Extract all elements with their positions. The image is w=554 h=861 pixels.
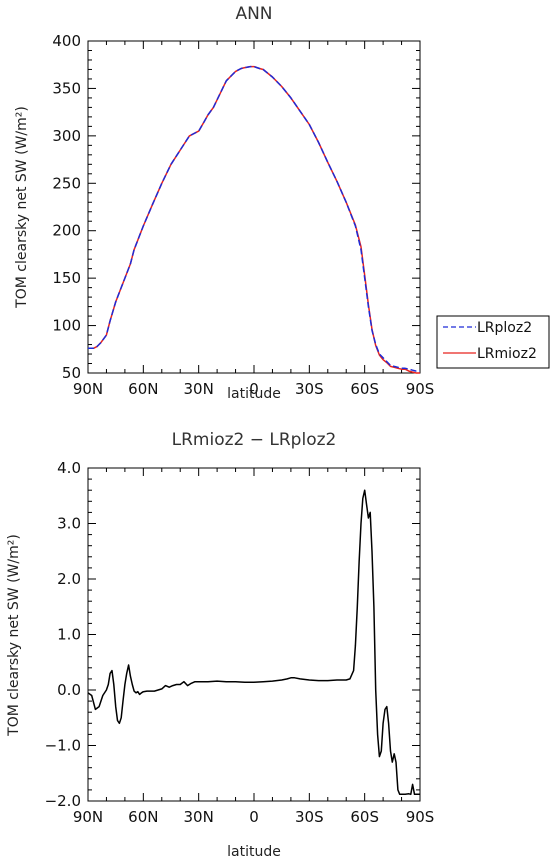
- x-tick-label: 90N: [73, 808, 103, 826]
- top-x-axis-label: latitude: [227, 386, 281, 402]
- x-tick-label: 30S: [295, 808, 324, 826]
- x-tick-label: 60N: [128, 808, 158, 826]
- y-tick-label: 1.0: [57, 626, 81, 644]
- x-tick-label: 60S: [350, 380, 379, 398]
- y-tick-label: −2.0: [45, 792, 81, 810]
- x-tick-label: 30N: [184, 380, 214, 398]
- top-plot-ticks: 90N 60N 30N 0 30S 60S 90S 50 100 150 200 250 300 350 4…: [52, 32, 434, 398]
- legend-label-lrmioz2: LRmioz2: [477, 346, 537, 362]
- y-tick-label: −1.0: [45, 737, 81, 755]
- y-tick-label: 0.0: [57, 681, 81, 699]
- y-tick-label: 50: [62, 364, 81, 382]
- y-tick-label: 350: [52, 79, 81, 97]
- bottom-plot-ticks: 90N 60N 30N 0 30S 60S 90S −2.0 −1.0 0.0 1.0 2.0 3.0 4…: [45, 459, 435, 826]
- y-tick-label: 250: [52, 174, 81, 192]
- top-chart-title: ANN: [235, 4, 272, 24]
- x-tick-label: 30S: [295, 380, 324, 398]
- bottom-y-axis-label: TOM clearsky net SW (W/m²): [6, 534, 22, 737]
- x-tick-label: 60N: [128, 380, 158, 398]
- series-line-lrploz2: [88, 65, 420, 372]
- y-tick-label: 200: [52, 222, 81, 240]
- series-line-lrmioz2: [88, 65, 420, 374]
- y-tick-label: 4.0: [57, 459, 81, 477]
- top-y-axis-label: TOM clearsky net SW (W/m²): [14, 106, 30, 309]
- x-tick-label: 60S: [350, 808, 379, 826]
- legend-label-lrploz2: LRploz2: [477, 320, 532, 336]
- y-tick-label: 150: [52, 269, 81, 287]
- bottom-chart-title: LRmioz2 − LRploz2: [172, 430, 337, 450]
- legend-box: [436, 315, 550, 369]
- y-tick-label: 300: [52, 127, 81, 145]
- x-tick-label: 90S: [406, 380, 435, 398]
- top-plot: ANN 90N 60N 30N 0 30S 60S 90S 50 100 150 200 250 300…: [14, 4, 550, 402]
- x-tick-label: 0: [249, 808, 259, 826]
- y-tick-label: 3.0: [57, 515, 81, 533]
- x-tick-label: 0: [249, 380, 259, 398]
- series-line-difference: [87, 489, 420, 796]
- y-tick-label: 2.0: [57, 570, 81, 588]
- y-tick-label: 400: [52, 32, 81, 50]
- legend: LRploz2 LRmioz2: [436, 315, 550, 369]
- y-tick-label: 100: [52, 317, 81, 335]
- top-plot-series: [88, 65, 420, 374]
- x-tick-label: 90N: [73, 380, 103, 398]
- x-tick-label: 90S: [406, 808, 435, 826]
- bottom-x-axis-label: latitude: [227, 844, 281, 860]
- x-tick-label: 30N: [184, 808, 214, 826]
- bottom-plot: LRmioz2 − LRploz2 90N 60N 30N 0 30S 60S 90S −2.…: [6, 430, 434, 860]
- bottom-plot-series: [87, 489, 420, 796]
